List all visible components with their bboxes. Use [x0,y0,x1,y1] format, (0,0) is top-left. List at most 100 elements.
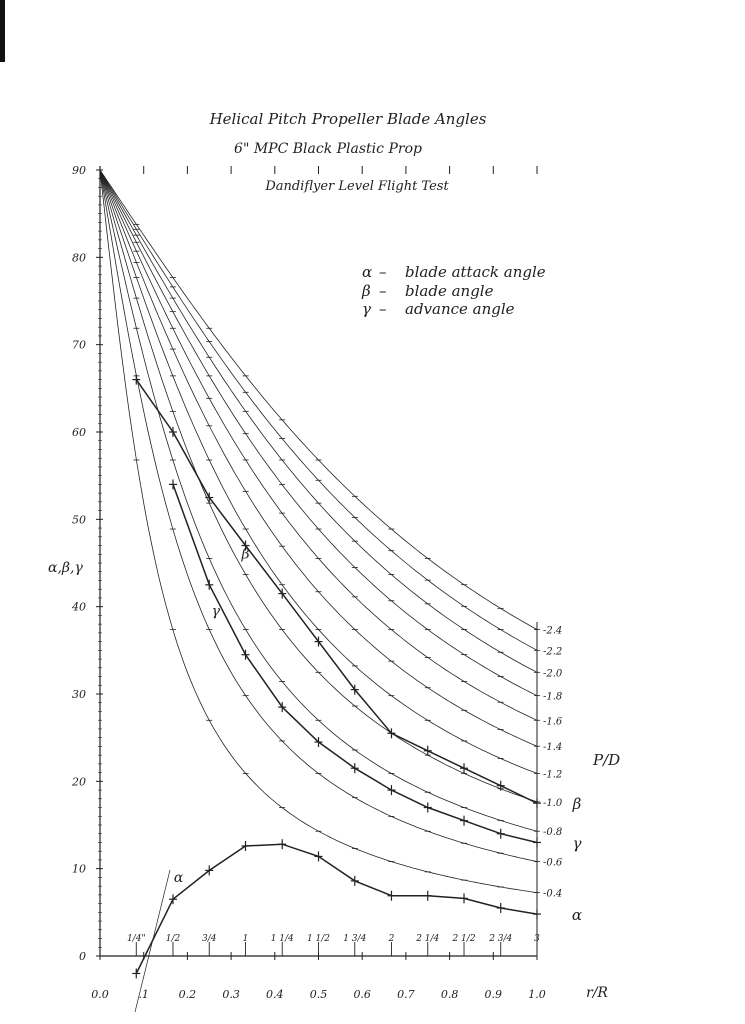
alpha-series-line [135,843,538,974]
legend-gamma-symbol: γ [362,300,371,318]
pd-label: -2.0 [543,668,563,679]
inch-tick-label: 2 1/4 [415,934,439,944]
x-tick-label: 0.6 [353,988,371,1001]
alpha-series-point [387,890,396,901]
alpha-series-end-label: α [572,906,582,924]
pd-label: -1.0 [543,798,563,809]
x-tick-label: 0.0 [91,988,109,1001]
y-tick-label: 80 [72,251,86,264]
x-tick-label: 1.0 [528,988,546,1001]
gamma-series-point [350,763,359,774]
legend-dash: – [379,263,387,281]
alpha-series-point [350,875,359,886]
pd-label: -2.2 [543,646,562,657]
inch-tick-label: 3/4 [202,934,217,944]
inch-tick-label: 2 1/2 [451,934,475,944]
legend-beta-symbol: β [361,282,371,300]
alpha-series-point [460,893,469,904]
axes-group: 0 10 20 30 40 50 60 70 80 90 0.0 .1 0.2 0.3 0.4 0.5 0.6 0… [71,164,546,1013]
inch-tick-label: 2 3/4 [488,934,512,944]
alpha-series-point [132,968,141,979]
beta-series-point [496,780,505,791]
beta-series-label: β [240,547,249,563]
inch-tick-label: 1 1/2 [307,934,330,944]
x-tick-label: 0.9 [485,988,503,1001]
beta-series-point [278,588,287,599]
gamma-series-point [314,737,323,748]
pitch-curves-group: -0.4 -0.6 -0.8 -1.0 -1.2 -1.4 -1.6 -1.8 -2.0 -2.2… [100,170,563,900]
legend: α – blade attack angle β – blade angle γ… [361,263,546,318]
inch-tick-label: 1/2 [166,934,181,944]
gamma-series-point [423,802,432,813]
x-tick-label: 0.2 [179,988,197,1001]
y-tick-label: 0 [79,950,86,963]
beta-series-point [314,636,323,647]
y-tick-label: 50 [72,513,86,526]
alpha-series-point [423,890,432,901]
pd-axis-label: P/D [592,751,620,769]
alpha-series-point [205,865,214,876]
pd-label: -0.8 [543,827,562,838]
pd-label: -2.4 [543,626,562,637]
measured-series-group: β β γ γ α α [132,374,582,979]
beta-series-point [423,745,432,756]
y-tick-label: 70 [72,339,86,352]
legend-gamma-text: advance angle [405,300,515,318]
gamma-series-label: γ [212,603,221,619]
gamma-series-point [241,649,250,660]
legend-alpha-text: blade attack angle [405,263,546,281]
gamma-series-end-label: γ [573,834,582,852]
beta-series-line [135,379,538,804]
x-tick-label: 0.5 [310,988,328,1001]
legend-dash: – [379,282,387,300]
beta-series-point [460,763,469,774]
legend-dash: – [379,300,387,318]
legend-beta-text: blade angle [405,282,494,300]
inch-tick-label: 2 [388,934,395,944]
pd-label: -1.6 [543,716,563,727]
scan-edge-mark [0,0,5,62]
y-tick-label: 10 [72,863,86,876]
chart-title: Helical Pitch Propeller Blade Angles [209,110,487,128]
legend-alpha-symbol: α [362,263,372,281]
x-tick-label: 0.7 [397,988,415,1001]
alpha-series-point [168,894,177,905]
gamma-series-point [205,579,214,590]
x-tick-label: .1 [138,988,149,1001]
pitch-curve [100,170,538,747]
pitch-curve [100,171,538,774]
gamma-series-point [278,702,287,713]
chart-subtitle-test: Dandiflyer Level Flight Test [264,179,449,194]
beta-series-point [132,374,141,385]
alpha-series-point [314,851,323,862]
x-tick-label: 0.4 [266,988,284,1001]
alpha-series-label: α [174,870,184,886]
alpha-series-point [496,902,505,913]
beta-series-point [168,427,177,437]
pd-label: -0.6 [543,858,563,869]
pd-label: -1.2 [543,769,562,780]
chart-subtitle-prop: 6" MPC Black Plastic Prop [234,141,422,157]
gamma-series-point [533,837,541,848]
y-tick-label: 20 [71,775,86,788]
beta-series-point [533,798,541,809]
beta-series-end-label: β [572,795,582,813]
beta-series-point [241,540,250,551]
gamma-series-line [172,484,538,844]
inch-tick-label: 1/4" [127,934,146,944]
y-tick-label: 30 [72,688,86,701]
x-axis-label: r/R [586,985,608,1001]
beta-series-point [350,684,359,695]
y-tick-label: 60 [72,426,86,439]
pitch-curve [100,170,538,697]
inch-tick-label: 1 [243,934,249,944]
pd-label: -1.4 [543,742,562,753]
beta-series-point [387,728,396,739]
x-tick-label: 0.8 [441,988,459,1001]
pd-label: -0.4 [543,889,562,900]
inch-tick-label: 3 [534,934,540,944]
inch-tick-label: 1 3/4 [343,934,366,944]
gamma-series-point [168,479,177,490]
pitch-curve [100,170,538,651]
